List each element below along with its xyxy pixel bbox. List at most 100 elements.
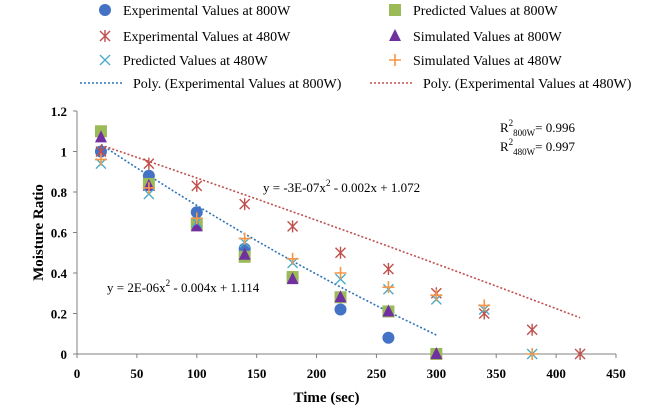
data-point-shape <box>142 181 155 194</box>
equation-480w: y = -3E-07x2 - 0.002x + 1.072 <box>263 178 420 195</box>
data-point-shape <box>334 290 347 303</box>
data-point-shape <box>238 247 251 260</box>
equation-800w-tail: - 0.004x + 1.114 <box>170 280 260 295</box>
data-point <box>382 281 395 294</box>
legend-label: Poly. (Experimental Values at 480W) <box>423 77 632 92</box>
data-point-shape <box>94 153 107 166</box>
legend-entry: Experimental Values at 800W <box>99 4 291 19</box>
series-experimental-values-at-480w <box>95 145 586 360</box>
trendline-800w <box>100 143 437 336</box>
data-point-shape <box>143 188 155 200</box>
legend-entry: Experimental Values at 480W <box>99 30 291 45</box>
legend-entry: Simulated Values at 800W <box>389 29 562 45</box>
equation-480w-sup: 2 <box>326 178 331 188</box>
x-tick-label: 50 <box>130 366 143 381</box>
r-squared-480w-base: R <box>500 139 509 154</box>
data-point <box>94 130 107 143</box>
data-point <box>478 299 491 312</box>
data-point <box>335 273 347 285</box>
data-point <box>143 157 155 170</box>
r-squared-800w-sub: 800W <box>513 128 536 138</box>
data-point-shape <box>526 348 539 360</box>
data-point-shape <box>335 273 347 285</box>
data-point <box>190 219 203 232</box>
legend-marker-shape <box>99 30 111 42</box>
series-simulated-values-at-480w <box>94 153 539 360</box>
annotations: y = -3E-07x2 - 0.002x + 1.072 y = 2E-06x2… <box>107 118 576 295</box>
data-point-shape <box>382 281 395 294</box>
r-squared-800w: R2800W= 0.996 <box>500 118 576 138</box>
data-point-shape <box>334 303 347 316</box>
data-point-shape <box>382 331 395 344</box>
data-point-shape <box>191 179 203 192</box>
data-point <box>382 262 394 275</box>
data-point <box>430 289 443 302</box>
legend-marker <box>99 30 111 42</box>
data-point-shape <box>335 246 347 259</box>
data-point-shape <box>430 289 443 302</box>
data-point <box>382 331 395 344</box>
legend-label: Experimental Values at 800W <box>123 4 291 19</box>
data-point-shape <box>190 206 203 219</box>
legend-label: Simulated Values at 480W <box>413 54 562 69</box>
data-point-shape <box>334 267 347 279</box>
y-tick-label: 0.6 <box>51 226 68 241</box>
r-squared-800w-base: R <box>500 120 509 135</box>
y-tick-label: 1.2 <box>51 104 67 119</box>
data-point <box>238 232 251 245</box>
legend-marker-shape <box>99 4 111 16</box>
r-squared-480w-sup: 2 <box>509 137 514 147</box>
data-point <box>191 179 203 192</box>
y-axis-label: Moisture Ratio <box>31 184 47 281</box>
y-tick-label: 1 <box>61 145 68 160</box>
legend-label: Predicted Values at 480W <box>123 54 269 69</box>
legend-entry: Predicted Values at 480W <box>99 54 269 69</box>
data-point <box>94 153 107 166</box>
legend-marker-shape <box>389 54 401 66</box>
legend-entry: Predicted Values at 800W <box>389 4 559 19</box>
data-point <box>526 323 538 336</box>
legend-entry: Simulated Values at 480W <box>389 54 562 69</box>
trendline-480w <box>100 144 581 319</box>
legend-label: Predicted Values at 800W <box>413 4 559 19</box>
data-point-shape <box>190 219 203 232</box>
axes: 0 50 100 150 200 250 300 350 400 450 0 0.2 0.4 0.6 0.8… <box>31 104 626 406</box>
x-axis-label: Time (sec) <box>294 390 360 406</box>
r-squared-480w: R2480W= 0.997 <box>500 137 576 157</box>
legend-label: Experimental Values at 480W <box>123 30 291 45</box>
legend-label: Poly. (Experimental Values at 800W) <box>133 77 342 92</box>
x-tick-label: 300 <box>427 366 447 381</box>
data-points <box>94 125 586 360</box>
x-tick-label: 450 <box>606 366 626 381</box>
data-point <box>286 252 299 265</box>
r-squared-800w-sup: 2 <box>509 118 514 128</box>
data-point-shape <box>526 323 538 336</box>
x-tick-label: 0 <box>74 366 81 381</box>
x-tick-label: 250 <box>367 366 387 381</box>
data-point-shape <box>143 157 155 170</box>
data-point-shape <box>286 252 299 265</box>
data-point <box>287 220 299 233</box>
data-point <box>190 206 203 219</box>
data-point-shape <box>94 130 107 143</box>
y-tick-label: 0.4 <box>51 266 68 281</box>
x-tick-label: 400 <box>546 366 566 381</box>
data-point-shape <box>286 272 299 285</box>
equation-800w: y = 2E-06x2 - 0.004x + 1.114 <box>107 278 260 295</box>
data-point <box>334 267 347 279</box>
data-point-shape <box>287 220 299 233</box>
r-squared-800w-tail: = 0.996 <box>535 120 575 135</box>
equation-800w-sup: 2 <box>166 278 171 288</box>
data-point <box>143 188 155 200</box>
legend-marker <box>389 4 401 16</box>
data-point-shape <box>478 299 491 312</box>
x-tick-label: 100 <box>187 366 207 381</box>
y-tick-label: 0 <box>61 347 68 362</box>
legend-marker <box>389 54 401 66</box>
trendlines <box>100 143 581 336</box>
data-point <box>334 303 347 316</box>
data-point <box>526 348 539 360</box>
legend: Experimental Values at 800W Predicted Val… <box>80 4 632 92</box>
r-squared-480w-tail: = 0.997 <box>535 139 575 154</box>
